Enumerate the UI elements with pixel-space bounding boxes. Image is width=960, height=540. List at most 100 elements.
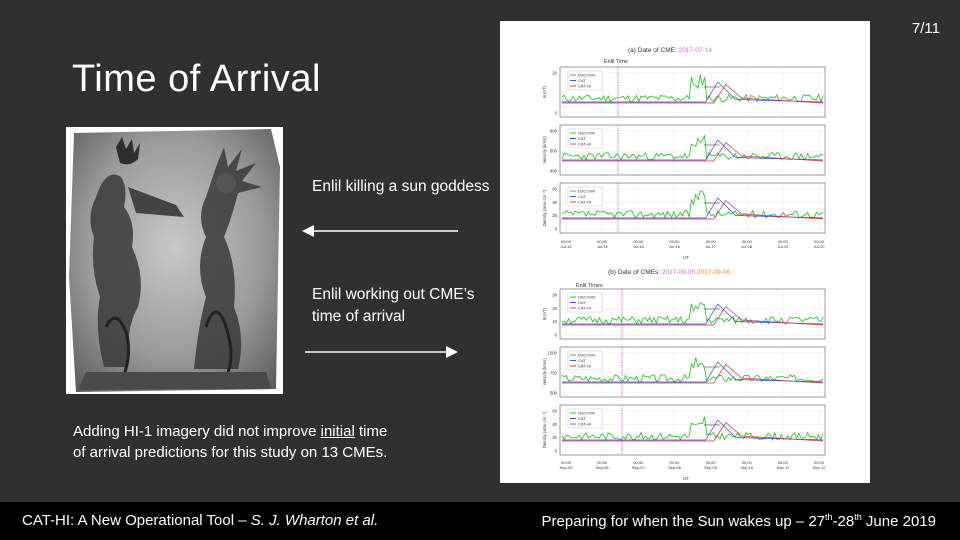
- caption-cme-arrival: Enlil working out CME’s time of arrival: [312, 286, 475, 325]
- x-tick-label: 00:00: [778, 460, 789, 465]
- cat-hi-series-line: [562, 83, 824, 104]
- y-axis-label: Velocity (km/s): [542, 358, 547, 386]
- x-tick-label: 00:00: [706, 460, 717, 465]
- page-number: 7/11: [911, 20, 940, 37]
- enlil-relief-image: [66, 127, 283, 394]
- legend-label: DSCOVR: [578, 411, 595, 416]
- legend-label: CAT: [578, 416, 586, 421]
- legend-label: DSCOVR: [578, 189, 595, 194]
- cat-series-line: [562, 139, 824, 161]
- x-tick-label: Sep-12: [813, 465, 827, 470]
- legend-box: [567, 350, 603, 371]
- cat-series-line: [562, 81, 824, 103]
- x-tick-label: Sep-09: [704, 465, 718, 470]
- legend-label: CAT-HI: [578, 306, 591, 311]
- y-tick-label: 600: [550, 149, 558, 154]
- legend-box: [567, 408, 603, 429]
- legend-box: [567, 186, 603, 207]
- y-tick-label: 40: [552, 422, 557, 427]
- y-tick-label: 20: [552, 213, 557, 218]
- cat-hi-series-line: [562, 305, 824, 326]
- y-tick-label: 10: [552, 319, 557, 324]
- dscovr-series-line: [561, 135, 824, 161]
- y-tick-label: 60: [552, 187, 557, 192]
- y-tick-label: 30: [552, 293, 557, 298]
- x-tick-label: 00:00: [561, 460, 572, 465]
- y-axis-label: Velocity (km/s): [542, 136, 547, 164]
- y-tick-label: 400: [550, 169, 558, 174]
- subplot-frame: [559, 346, 826, 398]
- x-tick-label: Jul-17: [705, 244, 717, 249]
- legend-label: CAT-HI: [578, 422, 591, 427]
- y-axis-label: Density (amu cm⁻³): [542, 411, 547, 448]
- arrow-left-icon: [302, 225, 458, 237]
- legend-box: [567, 292, 603, 313]
- panel-a-xlabel: UT: [683, 255, 689, 260]
- subplot-frame: [559, 124, 826, 176]
- cme-arrival-figure: (a) Date of CME: 2017-07-14 Enlil Time (…: [500, 21, 870, 483]
- footer-left-text: CAT-HI: A New Operational Tool – S. J. W…: [22, 512, 379, 529]
- legend-label: CAT: [578, 300, 586, 305]
- y-tick-label: 0: [555, 227, 558, 232]
- cat-hi-series-line: [562, 141, 824, 162]
- y-tick-label: 800: [550, 129, 558, 134]
- legend-label: DSCOVR: [578, 295, 595, 300]
- x-tick-label: Jul-20: [814, 244, 826, 249]
- y-tick-label: 0: [555, 333, 558, 338]
- x-tick-label: Sep-06: [596, 465, 610, 470]
- cat-series-line: [562, 303, 824, 325]
- legend-box: [567, 70, 603, 91]
- panel-b-marker-label: Enlil Times: [576, 283, 603, 289]
- x-tick-label: Jul-16: [669, 244, 681, 249]
- legend-label: CAT: [578, 78, 586, 83]
- subplot-frame: [559, 66, 826, 118]
- x-tick-label: 00:00: [597, 239, 608, 244]
- x-tick-label: 00:00: [742, 460, 753, 465]
- legend-label: CAT: [578, 358, 586, 363]
- legend-label: CAT: [578, 136, 586, 141]
- y-tick-label: 1000: [548, 351, 558, 356]
- subplot-frame: [559, 404, 826, 456]
- dscovr-series-line: [561, 302, 824, 325]
- subplot-frame: [559, 288, 826, 340]
- arrow-right-icon: [305, 346, 458, 358]
- y-tick-label: 60: [552, 409, 557, 414]
- y-tick-label: 20: [552, 71, 557, 76]
- panel-b-title: (b) Date of CMEs: 2017-09-05 2017-09-06: [608, 269, 731, 276]
- x-tick-label: Sep-07: [632, 465, 646, 470]
- y-axis-label: B (nT): [542, 86, 547, 98]
- y-tick-label: 0: [555, 449, 558, 454]
- panel-a-marker-label: Enlil Time: [604, 59, 628, 65]
- y-tick-label: 500: [550, 391, 558, 396]
- y-tick-label: 20: [552, 306, 557, 311]
- caption-sun-goddess: Enlil killing a sun goddess: [312, 178, 490, 195]
- legend-label: DSCOVR: [578, 73, 595, 78]
- x-tick-label: 00:00: [669, 239, 680, 244]
- x-tick-label: Sep-08: [668, 465, 682, 470]
- body-text: Adding HI-1 imagery did not improve init…: [73, 423, 388, 461]
- y-tick-label: 40: [552, 200, 557, 205]
- legend-label: CAT-HI: [578, 84, 591, 89]
- slide-title: Time of Arrival: [72, 58, 321, 100]
- x-tick-label: 00:00: [814, 239, 825, 244]
- legend-box: [567, 128, 603, 149]
- legend-label: CAT-HI: [578, 200, 591, 205]
- x-tick-label: Jul-19: [777, 244, 789, 249]
- x-tick-label: Jul-15: [633, 244, 645, 249]
- underlined-word: initial: [320, 423, 355, 440]
- panel-a-title: (a) Date of CME: 2017-07-14: [628, 47, 712, 54]
- cat-hi-series-line: [562, 199, 824, 220]
- x-tick-label: Sep-05: [560, 465, 574, 470]
- x-tick-label: 00:00: [778, 239, 789, 244]
- dscovr-series-line: [561, 357, 824, 383]
- legend-label: CAT-HI: [578, 142, 591, 147]
- x-tick-label: 00:00: [597, 460, 608, 465]
- y-axis-label: Density (amu cm⁻³): [542, 189, 547, 226]
- y-tick-label: 20: [552, 435, 557, 440]
- cat-hi-series-line: [562, 421, 824, 442]
- x-tick-label: Jul-14: [597, 244, 609, 249]
- footer-right-text: Preparing for when the Sun wakes up – 27…: [541, 512, 936, 530]
- y-axis-label: B (nT): [542, 308, 547, 320]
- x-tick-label: Jul-13: [561, 244, 573, 249]
- x-tick-label: Jul-18: [741, 244, 753, 249]
